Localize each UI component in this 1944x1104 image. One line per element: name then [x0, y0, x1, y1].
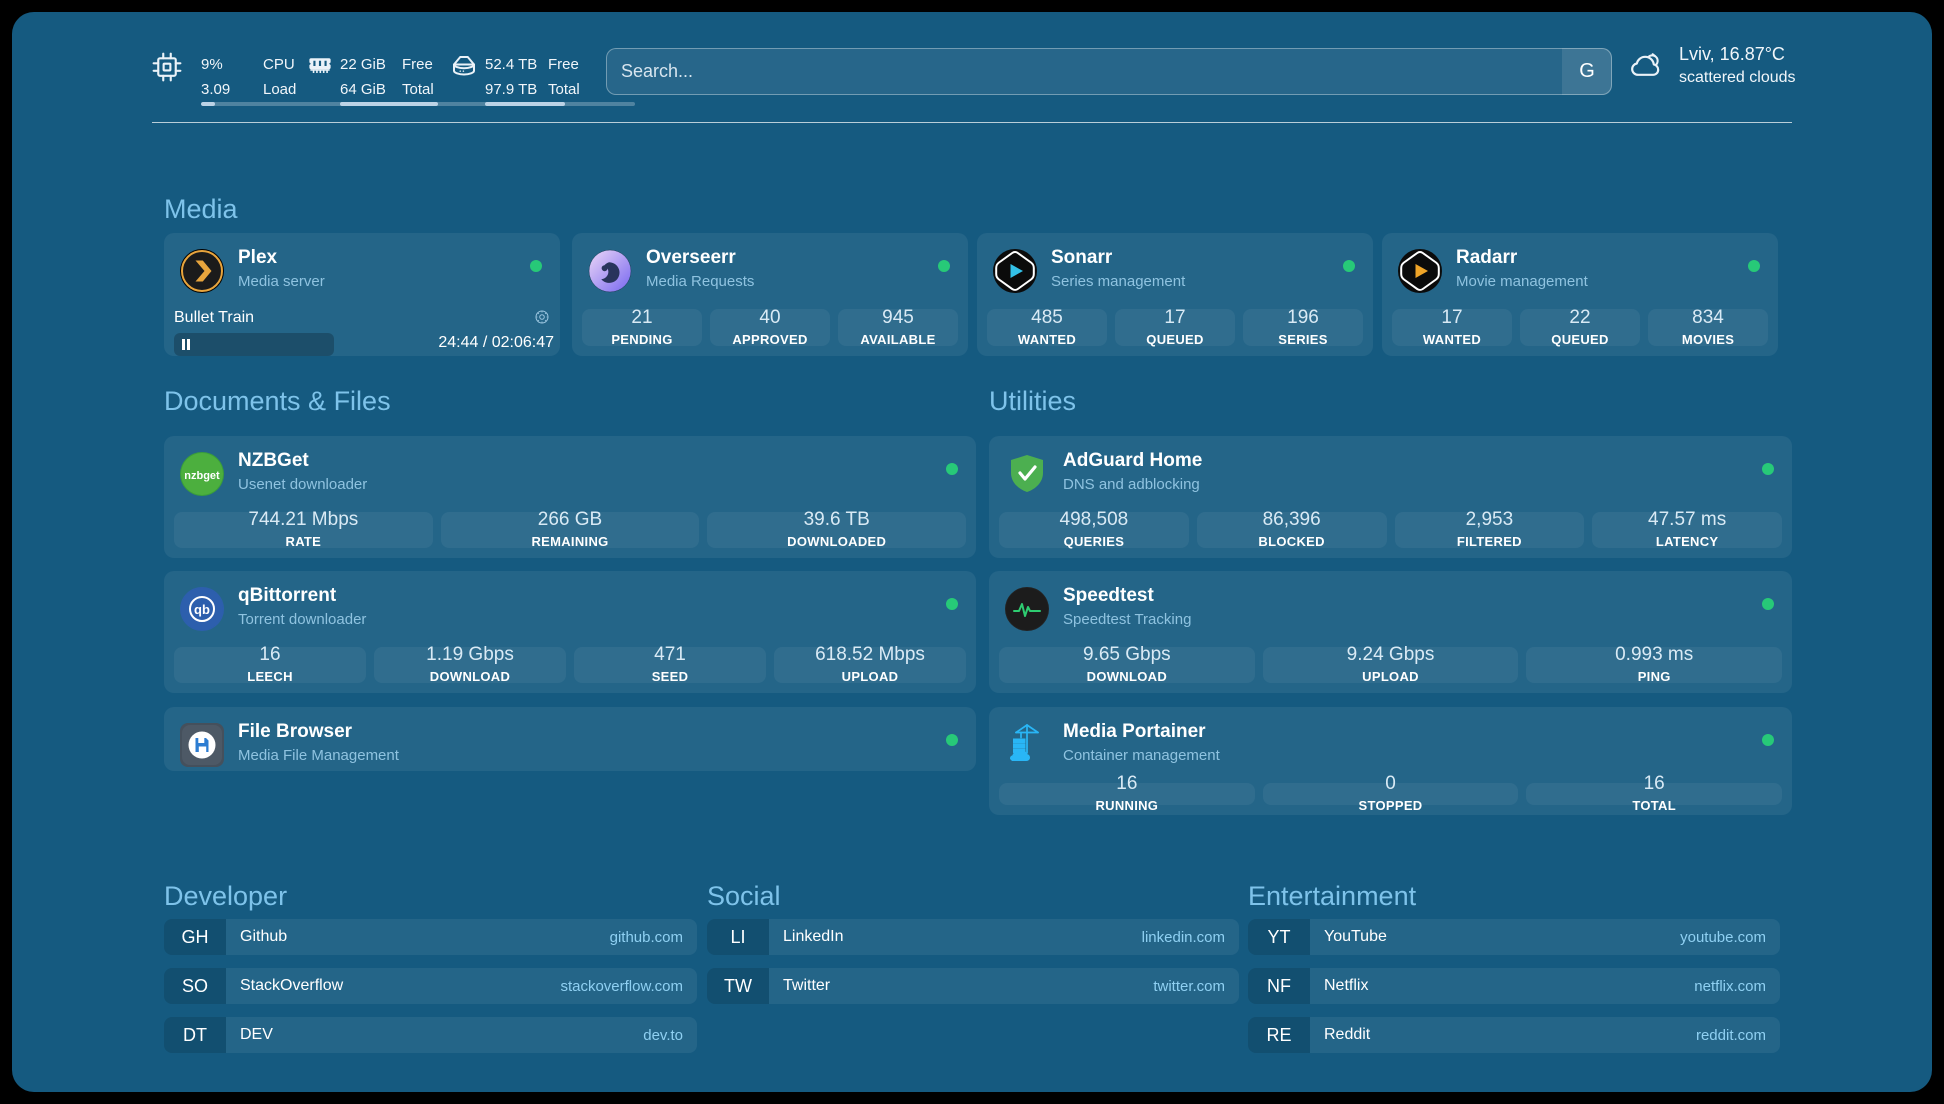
svg-text:nzbget: nzbget [184, 470, 220, 482]
svg-text:qb: qb [194, 602, 210, 617]
